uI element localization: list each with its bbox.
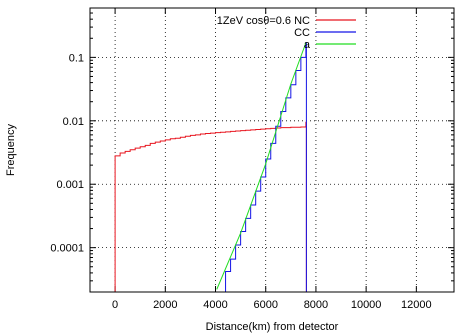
x-tick-label: 8000	[304, 299, 328, 311]
series-layer	[114, 42, 307, 293]
legend-label: 1ZeV cosθ=0.6 NC	[217, 15, 310, 27]
y-tick-label: 0.01	[63, 116, 84, 128]
series-line-1	[225, 42, 307, 292]
x-tick-labels: 0 2000 4000 6000 8000 10000 12000	[112, 299, 432, 311]
grid-lines	[90, 8, 454, 292]
plot-frame	[89, 7, 455, 293]
y-tick-labels: 0.0001 0.001 0.01 0.1	[50, 52, 84, 254]
series-line-0	[114, 121, 307, 293]
x-tick-label: 2000	[153, 299, 177, 311]
y-tick-label: 0.1	[69, 52, 84, 64]
series-line-2	[216, 42, 307, 290]
x-axis-title: Distance(km) from detector	[206, 321, 339, 333]
y-axis-title: Frequency	[5, 124, 17, 176]
y-tick-label: 0.001	[56, 179, 84, 191]
x-tick-label: 12000	[401, 299, 432, 311]
x-tick-label: 6000	[253, 299, 277, 311]
axis-ticks	[90, 8, 454, 293]
x-tick-label: 0	[112, 299, 118, 311]
legend-label: a	[304, 39, 311, 51]
y-tick-label: 0.0001	[50, 243, 84, 255]
x-tick-label: 4000	[203, 299, 227, 311]
x-tick-label: 10000	[351, 299, 382, 311]
legend-label: CC	[294, 27, 310, 39]
